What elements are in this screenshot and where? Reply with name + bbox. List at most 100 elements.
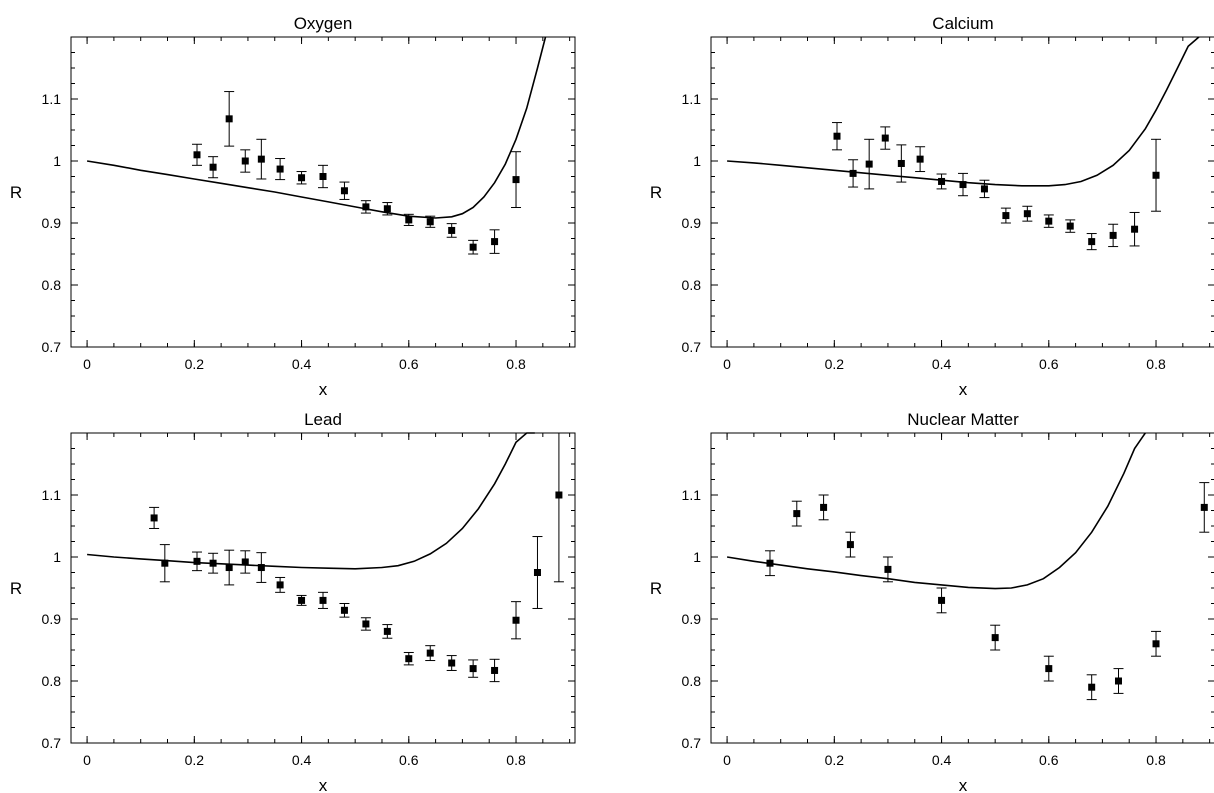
data-point [298, 596, 306, 604]
y-tick-label: 1.1 [682, 91, 702, 107]
data-point [849, 169, 857, 177]
y-tick-label: 1 [53, 549, 61, 565]
data-point [897, 159, 905, 167]
data-point [405, 655, 413, 663]
data-point [383, 627, 391, 635]
data-point [276, 581, 284, 589]
x-tick-label: 0.8 [506, 752, 526, 768]
data-point [257, 564, 265, 572]
data-point [1088, 238, 1096, 246]
y-tick-label: 1 [693, 549, 701, 565]
data-point [938, 177, 946, 185]
data-point [469, 243, 477, 251]
data-point [257, 155, 265, 163]
y-tick-label: 0.9 [42, 611, 62, 627]
chart-title: Oxygen [294, 14, 353, 33]
data-point [793, 510, 801, 518]
theory-curve [86, 36, 547, 219]
data-point [319, 173, 327, 180]
data-point [340, 187, 348, 195]
x-tick-label: 0 [723, 356, 731, 372]
data-point [1066, 222, 1074, 230]
data-point [426, 218, 434, 226]
y-tick-label: 0.7 [682, 735, 702, 751]
theory-curve [726, 432, 1146, 590]
data-point [362, 203, 370, 211]
x-tick-label: 0.8 [1146, 356, 1166, 372]
x-tick-label: 0.2 [825, 356, 845, 372]
data-point [491, 666, 499, 674]
x-tick-label: 0.2 [185, 752, 205, 768]
data-point [469, 665, 477, 673]
data-point [533, 569, 541, 576]
x-tick-label: 0.6 [399, 752, 419, 768]
data-point [1088, 683, 1096, 691]
data-point [448, 659, 456, 667]
data-point [241, 157, 249, 165]
panel-nuclear-matter: Nuclear Matter x R 0 0.2 0.4 0.6 0.8 0.7 0.8 0.… [650, 410, 1214, 793]
x-tick-label: 0.4 [292, 356, 312, 372]
y-tick-label: 0.8 [42, 673, 62, 689]
data-point [491, 238, 499, 246]
y-tick-label: 1 [53, 153, 61, 169]
data-point [225, 564, 233, 572]
x-tick-label: 0 [83, 752, 91, 768]
y-tick-label: 0.8 [682, 673, 702, 689]
data-point [1200, 503, 1208, 511]
y-tick-label: 1.1 [682, 487, 702, 503]
axis-ticks: 0 0.2 0.4 0.6 0.8 0.7 0.8 0.9 1 1.1 [682, 432, 1214, 768]
x-axis-label: x [959, 776, 968, 793]
data-point [276, 165, 284, 173]
y-axis-label: R [10, 579, 22, 598]
y-axis-label: R [650, 183, 662, 202]
data-marks [726, 432, 1210, 701]
data-point [512, 176, 520, 184]
x-tick-label: 0.6 [1039, 752, 1059, 768]
y-tick-label: 0.7 [682, 339, 702, 355]
y-tick-label: 0.9 [42, 215, 62, 231]
data-point [298, 174, 306, 182]
data-point [820, 503, 828, 511]
data-point [383, 205, 391, 213]
data-point [555, 491, 563, 499]
data-point [916, 155, 924, 163]
data-point [991, 634, 999, 642]
data-point [225, 115, 233, 123]
y-axis-label: R [650, 579, 662, 598]
data-point [938, 596, 946, 604]
y-tick-label: 1 [693, 153, 701, 169]
data-marks [87, 432, 564, 683]
x-tick-label: 0.4 [932, 356, 952, 372]
x-tick-label: 0.8 [506, 356, 526, 372]
data-point [833, 132, 841, 140]
data-point [161, 559, 169, 567]
data-point [1002, 212, 1010, 220]
x-tick-label: 0.2 [185, 356, 205, 372]
theory-curve [727, 36, 1200, 187]
data-point [865, 160, 873, 168]
axis-ticks: 0 0.2 0.4 0.6 0.8 0.7 0.8 0.9 1 1.1 [42, 36, 575, 372]
data-point [881, 134, 889, 142]
x-axis-label: x [959, 380, 968, 399]
x-tick-label: 0.8 [1146, 752, 1166, 768]
y-tick-label: 0.7 [42, 735, 62, 751]
data-point [1152, 171, 1160, 179]
data-point [1114, 677, 1122, 685]
plot-frame [70, 36, 576, 348]
y-tick-label: 0.8 [682, 277, 702, 293]
data-point [959, 181, 967, 189]
panel-oxygen: Oxygen x R 0 0.2 0.4 0.6 0.8 0.7 0.8 0.9 1 1.1 [10, 14, 576, 399]
y-tick-label: 0.7 [42, 339, 62, 355]
theory-curve [87, 432, 535, 570]
x-axis-label: x [319, 776, 328, 793]
data-point [340, 606, 348, 614]
x-tick-label: 0 [723, 752, 731, 768]
panel-calcium: Calcium x R 0 0.2 0.4 0.6 0.8 0.7 0.8 0.9 1 1.1 [650, 14, 1214, 399]
data-point [1045, 217, 1053, 225]
data-point [193, 557, 201, 565]
chart-title: Lead [304, 410, 342, 429]
data-marks [727, 36, 1200, 251]
data-point [1109, 231, 1117, 239]
data-point [193, 151, 201, 159]
